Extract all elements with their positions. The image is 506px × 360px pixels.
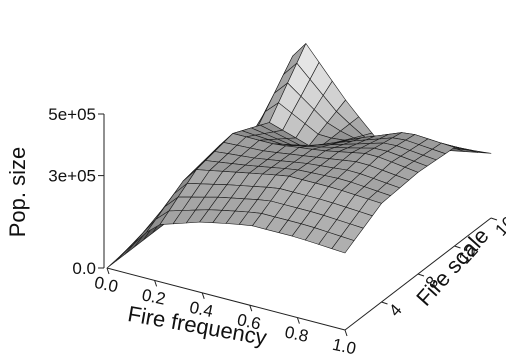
y-tick-mark-3 [490, 217, 498, 221]
y-tick-label-3: 16 [492, 213, 506, 240]
z-tick-label-2: 5e+05 [48, 105, 96, 124]
y-tick-mark-0 [381, 301, 388, 305]
y-axis-label: Fire scale [411, 223, 493, 311]
z-tick-label-0: 0.0 [72, 259, 96, 278]
surface-mesh [106, 43, 492, 269]
surface-patch-287 [331, 236, 355, 254]
x-tick-label-1: 0.2 [140, 285, 167, 308]
x-tick-label-2: 0.4 [188, 298, 215, 321]
surface-patch-271 [119, 232, 143, 257]
y-tick-mark-1 [417, 273, 425, 277]
x-tick-label-5: 1.0 [331, 335, 358, 355]
y-tick-mark-2 [454, 245, 461, 249]
x-tick-mark-3 [249, 305, 253, 312]
y-tick-label-0: 4 [385, 300, 405, 320]
x-tick-label-0: 0.0 [93, 273, 120, 296]
x-tick-label-4: 0.8 [283, 322, 310, 345]
z-tick-label-1: 3e+05 [48, 167, 96, 186]
x-tick-mark-1 [154, 280, 158, 287]
axes [98, 113, 498, 337]
x-axis-line [106, 267, 346, 331]
x-tick-mark-5 [344, 329, 348, 337]
x-tick-mark-4 [296, 317, 300, 324]
z-axis-label: Pop. size [5, 147, 30, 238]
x-tick-mark-2 [201, 292, 205, 299]
x-tick-mark-0 [106, 267, 110, 275]
x-tick-label-3: 0.6 [235, 310, 262, 333]
